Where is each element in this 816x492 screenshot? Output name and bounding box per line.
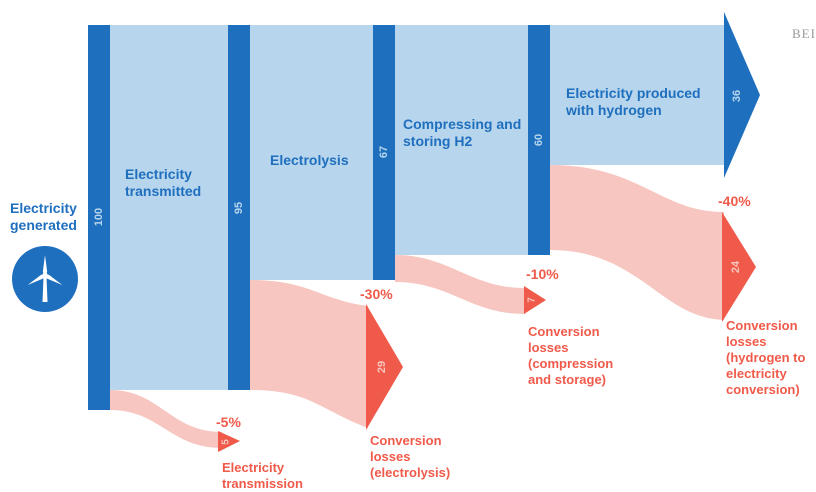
loss-label-conversion: Conversion losses (hydrogen to electrici… <box>726 318 806 397</box>
loss-value-conversion: 24 <box>730 260 742 273</box>
loss-arrow-compression <box>524 286 546 314</box>
loss-value-compression: 7 <box>527 297 538 303</box>
stage-bar-electrolysis <box>373 25 395 280</box>
flow-band-produced <box>550 25 724 165</box>
stage-bar-transmitted <box>228 25 250 390</box>
loss-percent-conversion: -40% <box>718 193 751 209</box>
loss-percent-compression: -10% <box>526 266 559 282</box>
stage-label-electrolysis: Electrolysis <box>270 152 349 168</box>
loss-label-compression: Conversion losses (compression and stora… <box>528 324 614 387</box>
loss-value-transmission: 5 <box>221 439 232 445</box>
loss-band-compression <box>395 255 525 314</box>
loss-band-transmission <box>110 390 222 448</box>
loss-arrow-transmission <box>218 431 240 452</box>
stage-label-transmitted: Electricity transmitted <box>125 166 202 199</box>
loss-band-conversion <box>550 165 724 320</box>
loss-value-electrolysis: 29 <box>376 361 388 373</box>
loss-band-electrolysis <box>250 280 368 428</box>
stage-bar-compressing <box>528 25 550 255</box>
stage-label-generated: Electricity generated <box>10 200 77 233</box>
output-arrow <box>724 12 760 178</box>
stage-value-generated: 100 <box>93 208 105 226</box>
loss-arrow-conversion <box>722 212 756 322</box>
stage-label-produced: Electricity produced with hydrogen <box>566 85 701 118</box>
brand-watermark: BEI <box>792 26 816 41</box>
stage-value-compressing: 60 <box>533 134 545 146</box>
flow-band-electrolysis <box>250 25 374 280</box>
stage-value-produced: 36 <box>731 90 743 102</box>
stage-bar-generated <box>88 25 110 410</box>
loss-arrow-electrolysis <box>366 304 403 430</box>
loss-percent-transmission: -5% <box>216 414 241 430</box>
stage-value-transmitted: 95 <box>233 202 245 214</box>
flow-band-compressing <box>395 25 529 255</box>
loss-label-electrolysis: Conversion losses (electrolysis) <box>370 433 451 480</box>
stage-label-compressing: Compressing and storing H2 <box>403 116 522 149</box>
loss-percent-electrolysis: -30% <box>360 286 393 302</box>
loss-label-transmission: Electricity transmission <box>222 460 303 491</box>
wind-turbine-icon <box>12 246 78 312</box>
flow-band-transmitted <box>110 25 230 390</box>
stage-value-electrolysis: 67 <box>378 146 390 158</box>
